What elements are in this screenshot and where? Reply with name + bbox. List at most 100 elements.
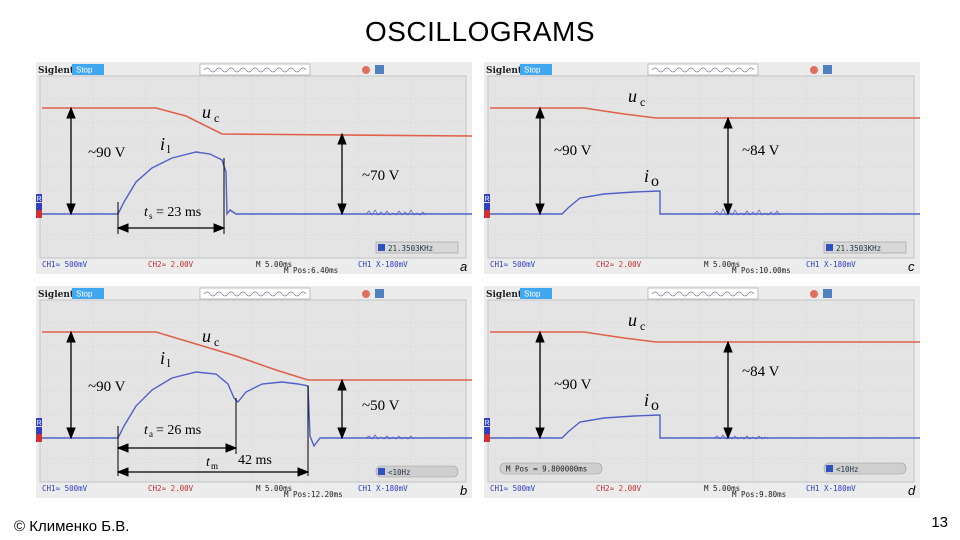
svg-text:Siglent: Siglent <box>486 66 523 76</box>
svg-text:R: R <box>485 420 490 427</box>
oscillogram-b: Siglent Stop T R <box>36 286 472 498</box>
svg-text:M 5.00ms: M 5.00ms <box>256 260 292 269</box>
voltage-trace <box>490 107 920 119</box>
svg-text:Siglent: Siglent <box>38 290 75 300</box>
current-trace <box>490 414 920 439</box>
svg-text:Siglent: Siglent <box>38 66 75 76</box>
status-bar: CH1≈ 500mV CH2≈ 2.00V M 5.00ms M Pos:10.… <box>490 260 856 274</box>
voltage-trace <box>42 331 472 381</box>
svg-text:Stop: Stop <box>524 66 541 75</box>
svg-text:CH1 X-180mV: CH1 X-180mV <box>806 260 856 269</box>
usb-icon <box>362 66 370 74</box>
freq-readout: 21.3503KHz <box>375 241 459 254</box>
svg-text:R: R <box>37 420 42 427</box>
print-icon <box>823 65 832 74</box>
svg-text:c: c <box>640 95 645 109</box>
channel-markers: R <box>36 418 42 442</box>
svg-text:c: c <box>640 319 645 333</box>
svg-text:CH2≈ 2.00V: CH2≈ 2.00V <box>148 484 194 493</box>
svg-text:CH2≈ 2.00V: CH2≈ 2.00V <box>596 260 642 269</box>
svg-text:~90 V: ~90 V <box>88 379 126 395</box>
svg-text:o: o <box>651 397 659 414</box>
panel-letter: b <box>460 483 467 498</box>
annotations <box>66 106 347 234</box>
noise <box>365 434 415 440</box>
svg-text:CH1 X-180mV: CH1 X-180mV <box>358 260 408 269</box>
annotations <box>66 330 347 477</box>
svg-text:CH1≈ 500mV: CH1≈ 500mV <box>42 260 88 269</box>
print-icon <box>823 289 832 298</box>
svg-text:M Pos:6.40ms: M Pos:6.40ms <box>284 266 338 274</box>
svg-text:s: s <box>149 211 153 221</box>
current-trace <box>490 190 920 215</box>
svg-text:l: l <box>167 356 171 370</box>
status-bar: CH1≈ 500mV CH2≈ 2.00V M 5.00ms M Pos:12.… <box>42 484 408 498</box>
svg-text:CH1≈ 500mV: CH1≈ 500mV <box>490 260 536 269</box>
svg-text:M Pos:9.80ms: M Pos:9.80ms <box>732 490 786 498</box>
svg-text:~84 V: ~84 V <box>742 143 780 159</box>
svg-text:CH2≈ 2.00V: CH2≈ 2.00V <box>148 260 194 269</box>
freq-readout: 21.3503KHz <box>823 241 907 254</box>
svg-text:t: t <box>144 205 149 220</box>
svg-text:Stop: Stop <box>76 290 93 299</box>
slide-title: OSCILLOGRAMS <box>364 16 596 47</box>
graticule <box>488 300 914 482</box>
svg-text:CH2≈ 2.00V: CH2≈ 2.00V <box>596 484 642 493</box>
svg-text:= 26 ms: = 26 ms <box>156 423 201 438</box>
svg-text:M 5.00ms: M 5.00ms <box>704 484 740 493</box>
svg-text:u: u <box>202 326 211 346</box>
voltage-trace <box>490 331 920 343</box>
author-credit: © Клименко Б.В. <box>14 518 130 535</box>
svg-text:~90 V: ~90 V <box>88 145 126 161</box>
usb-icon <box>810 66 818 74</box>
waveform-preview <box>651 67 755 73</box>
annotations <box>535 330 733 440</box>
svg-text:u: u <box>202 102 211 122</box>
print-icon <box>375 289 384 298</box>
svg-text:m: m <box>211 461 218 471</box>
svg-text:Siglent: Siglent <box>486 290 523 300</box>
svg-text:CH1≈ 500mV: CH1≈ 500mV <box>42 484 88 493</box>
waveform-preview <box>203 291 307 297</box>
panel-letter: a <box>460 259 467 274</box>
svg-text:u: u <box>628 310 637 330</box>
mpos-readout: M Pos = 9.800000ms <box>499 462 603 475</box>
svg-text:t: t <box>206 455 211 470</box>
status-bar: CH1≈ 500mV CH2≈ 2.00V M 5.00ms M Pos:6.4… <box>42 260 408 274</box>
waveform-preview <box>651 291 755 297</box>
svg-text:R: R <box>37 196 42 203</box>
waveform-preview <box>203 67 307 73</box>
noise <box>365 209 427 216</box>
voltage-trace <box>42 107 472 137</box>
channel-markers: R <box>484 418 490 442</box>
svg-text:c: c <box>214 335 219 349</box>
annotations <box>535 106 733 216</box>
print-icon <box>375 65 384 74</box>
freq-readout: <10Hz <box>375 465 459 478</box>
panel-letter: c <box>908 259 915 274</box>
svg-text:t: t <box>144 423 149 438</box>
svg-text:42 ms: 42 ms <box>238 453 272 468</box>
svg-text:Stop: Stop <box>524 290 541 299</box>
svg-text:21.3503KHz: 21.3503KHz <box>836 244 881 253</box>
svg-text:M Pos:10.00ms: M Pos:10.00ms <box>732 266 791 274</box>
svg-text:c: c <box>214 111 219 125</box>
svg-text:i: i <box>160 348 165 368</box>
svg-text:CH1≈ 500mV: CH1≈ 500mV <box>490 484 536 493</box>
svg-text:~90 V: ~90 V <box>554 377 592 393</box>
current-trace <box>42 151 472 217</box>
svg-text:i: i <box>644 166 649 186</box>
svg-text:l: l <box>167 142 171 156</box>
svg-text:~70 V: ~70 V <box>362 168 400 184</box>
svg-text:M 5.00ms: M 5.00ms <box>256 484 292 493</box>
channel-markers: R <box>484 194 490 218</box>
usb-icon <box>810 290 818 298</box>
svg-text:M Pos:12.20ms: M Pos:12.20ms <box>284 490 343 498</box>
oscillogram-d: Siglent Stop T R <box>484 286 920 498</box>
graticule <box>40 76 466 258</box>
svg-text:i: i <box>160 134 165 154</box>
scope-header: Siglent Stop T <box>38 287 384 311</box>
noise <box>713 208 781 216</box>
svg-text:<10Hz: <10Hz <box>836 465 859 474</box>
svg-text:i: i <box>644 390 649 410</box>
